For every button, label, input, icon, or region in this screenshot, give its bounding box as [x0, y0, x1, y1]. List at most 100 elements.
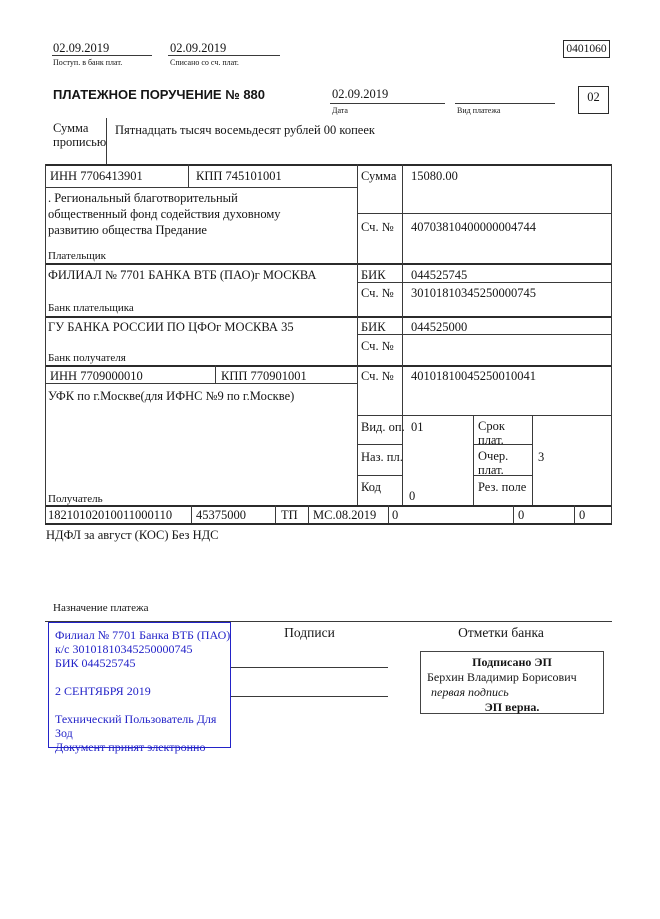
document-title: ПЛАТЕЖНОЕ ПОРУЧЕНИЕ № 880 [53, 87, 266, 102]
received-date-value: 02.09.2019 [53, 41, 110, 55]
kod-value: 0 [409, 489, 416, 503]
bank-stamp-line: Зод [55, 726, 73, 740]
tax-row-bottom-border [45, 523, 612, 525]
payee-bank-bik-value: 044525000 [411, 320, 468, 334]
payer-bank-account-label: Сч. № [361, 286, 394, 300]
signatures-label: Подписи [284, 625, 335, 640]
tax-field-docdate: 0 [518, 508, 525, 522]
tax-col6-divider [574, 505, 575, 523]
tax-field-period: МС.08.2019 [313, 508, 377, 522]
signature-stamp-subtitle: первая подпись [431, 685, 509, 699]
payer-innkpp-bottom-line [45, 187, 357, 188]
payer-account-value: 40703810400000004744 [411, 220, 536, 234]
received-date-line [52, 55, 152, 56]
payee-bank-name: ГУ БАНКА РОССИИ ПО ЦФОг МОСКВА 35 [48, 320, 294, 334]
tax-field-type: 0 [579, 508, 586, 522]
payer-name-line3: развитию общества Предание [48, 223, 207, 237]
tax-field-basis: ТП [281, 508, 298, 522]
payee-innkpp-divider [215, 365, 216, 383]
payer-account-label: Сч. № [361, 220, 394, 234]
ocherplat-bottom-line [473, 475, 532, 476]
payer-label: Плательщик [48, 250, 106, 262]
sum-label: Сумма [361, 169, 397, 183]
amount-words-value: Пятнадцать тысяч восемьдесят рублей 00 к… [115, 123, 375, 137]
nazpl-bottom-line [357, 475, 402, 476]
document-date-value: 02.09.2019 [332, 87, 389, 101]
bank-stamp-line: к/с 30101810345250000745 [55, 642, 193, 656]
payment-kind-label: Вид платежа [457, 106, 501, 115]
footer-top-line [45, 621, 612, 622]
purpose-text: НДФЛ за август (КОС) Без НДС [46, 528, 219, 542]
tax-col3-divider [308, 505, 309, 523]
tax-row-top-border [45, 505, 612, 507]
payer-bank-bik-value: 044525745 [411, 268, 468, 282]
rez-pole-label: Рез. поле [478, 480, 527, 494]
bank-stamp-line: Технический Пользователь Для [55, 712, 217, 726]
vid-op-value: 01 [411, 420, 424, 434]
payer-bank-account-value: 30101810345250000745 [411, 286, 536, 300]
label-column-right-border [402, 164, 403, 505]
electronic-signature-stamp: Подписано ЭП Берхин Владимир Борисович п… [420, 651, 604, 714]
payer-bank-bik-label: БИК [361, 268, 386, 282]
table-top-border [45, 164, 612, 166]
naz-pl-label: Наз. пл. [361, 450, 403, 464]
kod-label: Код [361, 480, 381, 494]
bank-stamp-line [55, 670, 228, 684]
signature-line-2 [231, 696, 388, 697]
payee-innkpp-bottom-line [45, 383, 357, 384]
bank-stamp-line: БИК 044525745 [55, 656, 136, 670]
payer-name-line1: . Региональный благотворительный [48, 191, 238, 205]
bank-stamp-line [55, 698, 228, 712]
document-date-label: Дата [332, 106, 348, 115]
signature-stamp-title: Подписано ЭП [472, 655, 552, 669]
received-date-label: Поступ. в банк плат. [53, 58, 123, 67]
tax-field-oktmo: 45375000 [196, 508, 246, 522]
amount-words-divider [106, 118, 107, 164]
tax-field-kbk: 18210102010011000110 [48, 508, 173, 522]
bank-electronic-stamp: Филиал № 7701 Банка ВТБ (ПАО) к/с 301018… [48, 622, 231, 754]
tax-col5-divider [513, 505, 514, 523]
tax-col1-divider [191, 505, 192, 523]
signature-stamp-verdict: ЭП верна. [484, 700, 540, 714]
table-left-border [45, 164, 46, 523]
debited-date-line [168, 55, 280, 56]
tax-col2-divider [275, 505, 276, 523]
payer-bank-label: Банк плательщика [48, 302, 134, 314]
payee-name: УФК по г.Москве(для ИФНС №9 по г.Москве) [48, 389, 295, 403]
table-right-border [611, 164, 612, 523]
ocher-plat-value: 3 [538, 450, 545, 464]
payment-kind-line [455, 103, 555, 104]
debited-date-label: Списано со сч. плат. [170, 58, 239, 67]
payer-inn: ИНН 7706413901 [50, 169, 143, 183]
ops-section-top-line [357, 415, 612, 416]
payee-account-value: 40101810045250010041 [411, 369, 536, 383]
payee-bank-label: Банк получателя [48, 352, 126, 364]
payee-bank-account-label: Сч. № [361, 339, 394, 353]
vidop-bottom-line [357, 444, 402, 445]
ops-label2-left-border [473, 415, 474, 505]
payee-bank-bik-label: БИК [361, 320, 386, 334]
payerbank-bik-bottom-line [357, 282, 612, 283]
payee-account-label: Сч. № [361, 369, 394, 383]
srok-plat-label: Срок плат. [478, 419, 505, 448]
document-date-line [330, 103, 445, 104]
ops-label2-right-border [532, 415, 533, 505]
payee-inn: ИНН 7709000010 [50, 369, 143, 383]
payee-kpp: КПП 770901001 [221, 369, 307, 383]
payer-status-box: 02 [578, 86, 609, 114]
payeebank-section-bottom-line [45, 365, 612, 367]
label-column-left-border [357, 164, 358, 505]
payee-label: Получатель [48, 493, 103, 505]
sum-cell-bottom-line [357, 213, 612, 214]
payer-innkpp-divider [188, 164, 189, 187]
payeebank-bik-bottom-line [357, 334, 612, 335]
purpose-label: Назначение платежа [53, 602, 149, 614]
srokplat-bottom-line [473, 444, 532, 445]
payer-section-bottom-line [45, 263, 612, 265]
signature-stamp-name: Берхин Владимир Борисович [427, 670, 577, 684]
payer-name-line2: общественный фонд содействия духовному [48, 207, 281, 221]
bank-marks-label: Отметки банка [458, 625, 544, 640]
sum-value: 15080.00 [411, 169, 458, 183]
payerbank-section-bottom-line [45, 316, 612, 318]
